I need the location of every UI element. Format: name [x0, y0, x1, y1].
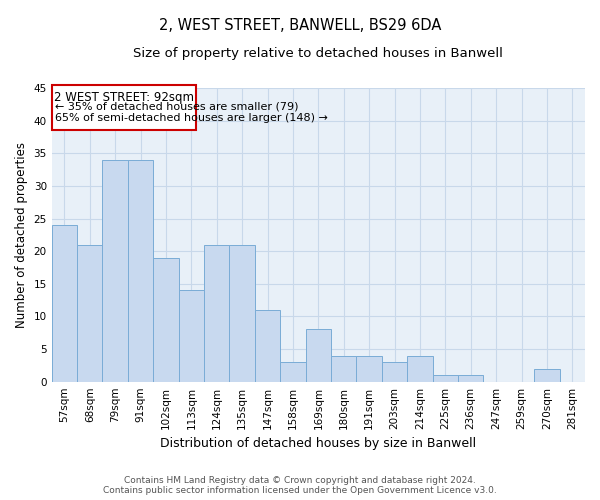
Bar — [103, 160, 128, 382]
Bar — [382, 362, 407, 382]
Text: 2 WEST STREET: 92sqm: 2 WEST STREET: 92sqm — [54, 90, 194, 104]
Bar — [229, 244, 255, 382]
Text: ← 35% of detached houses are smaller (79): ← 35% of detached houses are smaller (79… — [55, 101, 299, 111]
Bar — [77, 244, 103, 382]
Bar — [128, 160, 153, 382]
Text: Contains HM Land Registry data © Crown copyright and database right 2024.
Contai: Contains HM Land Registry data © Crown c… — [103, 476, 497, 495]
X-axis label: Distribution of detached houses by size in Banwell: Distribution of detached houses by size … — [160, 437, 476, 450]
Bar — [204, 244, 229, 382]
Bar — [305, 330, 331, 382]
Bar — [331, 356, 356, 382]
Bar — [407, 356, 433, 382]
Y-axis label: Number of detached properties: Number of detached properties — [15, 142, 28, 328]
Text: 65% of semi-detached houses are larger (148) →: 65% of semi-detached houses are larger (… — [55, 113, 328, 123]
Bar — [255, 310, 280, 382]
FancyBboxPatch shape — [52, 85, 196, 130]
Bar — [433, 375, 458, 382]
Title: Size of property relative to detached houses in Banwell: Size of property relative to detached ho… — [133, 48, 503, 60]
Bar — [280, 362, 305, 382]
Text: 2, WEST STREET, BANWELL, BS29 6DA: 2, WEST STREET, BANWELL, BS29 6DA — [159, 18, 441, 32]
Bar — [458, 375, 484, 382]
Bar — [179, 290, 204, 382]
Bar — [534, 368, 560, 382]
Bar — [52, 225, 77, 382]
Bar — [356, 356, 382, 382]
Bar — [153, 258, 179, 382]
